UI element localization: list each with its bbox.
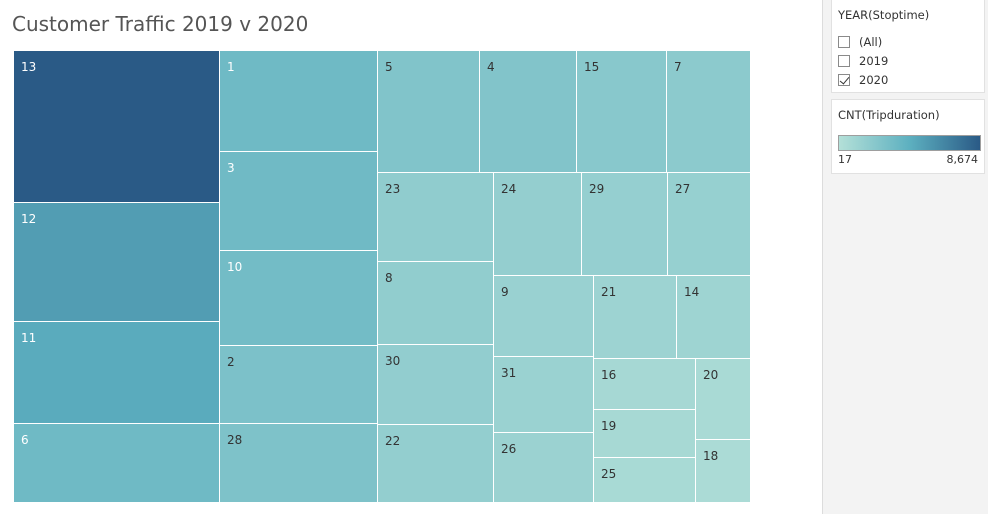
treemap-tile-label: 30	[385, 354, 401, 368]
treemap-tile-label: 22	[385, 434, 401, 448]
checkbox-2020[interactable]	[838, 74, 850, 86]
treemap-tile-label: 27	[675, 182, 691, 196]
treemap-tile-29[interactable]: 29	[582, 173, 668, 276]
treemap-tile-label: 5	[385, 60, 393, 74]
treemap-tile-label: 11	[21, 331, 37, 345]
treemap-tile-13[interactable]: 13	[14, 51, 220, 203]
treemap-tile-label: 29	[589, 182, 605, 196]
treemap-tile-label: 16	[601, 368, 617, 382]
treemap-tile-23[interactable]: 23	[378, 173, 494, 262]
treemap-tile-21[interactable]: 21	[594, 276, 677, 359]
treemap-tile-label: 10	[227, 260, 243, 274]
treemap-tile-7[interactable]: 7	[667, 51, 751, 173]
treemap-tile-label: 25	[601, 467, 617, 481]
treemap-tile-22[interactable]: 22	[378, 425, 494, 503]
treemap-tile-24[interactable]: 24	[494, 173, 582, 276]
treemap-tile-label: 15	[584, 60, 600, 74]
treemap-tile-15[interactable]: 15	[577, 51, 667, 173]
treemap-tile-label: 12	[21, 212, 37, 226]
filter-option-2020[interactable]: 2020	[838, 72, 888, 88]
treemap-tile-27[interactable]: 27	[668, 173, 751, 276]
treemap-tile-6[interactable]: 6	[14, 424, 220, 503]
year-filter-card: YEAR(Stoptime) (All) 2019 2020	[831, 0, 985, 93]
treemap-tile-label: 18	[703, 449, 719, 463]
color-legend-card: CNT(Tripduration) 17 8,674	[831, 99, 985, 174]
treemap-tile-label: 26	[501, 442, 517, 456]
treemap-tile-19[interactable]: 19	[594, 410, 696, 458]
side-panel: YEAR(Stoptime) (All) 2019 2020 CNT(Tripd…	[822, 0, 988, 514]
treemap-tile-10[interactable]: 10	[220, 251, 378, 346]
treemap-tile-label: 3	[227, 161, 235, 175]
treemap-tile-label: 6	[21, 433, 29, 447]
treemap-tile-9[interactable]: 9	[494, 276, 594, 357]
legend-gradient	[838, 135, 981, 151]
filter-option-all[interactable]: (All)	[838, 34, 882, 50]
treemap-tile-31[interactable]: 31	[494, 357, 594, 433]
treemap-tile-12[interactable]: 12	[14, 203, 220, 322]
filter-option-label: 2019	[859, 54, 889, 68]
treemap-tile-label: 1	[227, 60, 235, 74]
filter-option-2019[interactable]: 2019	[838, 53, 888, 69]
treemap-tile-8[interactable]: 8	[378, 262, 494, 345]
treemap-tile-label: 31	[501, 366, 517, 380]
chart-title: Customer Traffic 2019 v 2020	[12, 12, 309, 36]
treemap-tile-label: 13	[21, 60, 37, 74]
filter-option-label: (All)	[859, 35, 883, 49]
treemap-tile-3[interactable]: 3	[220, 152, 378, 251]
treemap-tile-2[interactable]: 2	[220, 346, 378, 424]
treemap-tile-label: 8	[385, 271, 393, 285]
treemap-tile-label: 21	[601, 285, 617, 299]
treemap-tile-30[interactable]: 30	[378, 345, 494, 425]
treemap-tile-label: 24	[501, 182, 517, 196]
treemap-tile-28[interactable]: 28	[220, 424, 378, 503]
treemap-tile-20[interactable]: 20	[696, 359, 751, 440]
treemap-tile-25[interactable]: 25	[594, 458, 696, 503]
treemap-tile-14[interactable]: 14	[677, 276, 751, 359]
treemap-tile-label: 14	[684, 285, 700, 299]
treemap-tile-5[interactable]: 5	[378, 51, 480, 173]
filter-option-label: 2020	[859, 73, 889, 87]
legend-title: CNT(Tripduration)	[838, 108, 940, 122]
treemap-tile-label: 2	[227, 355, 235, 369]
treemap-tile-label: 19	[601, 419, 617, 433]
treemap-chart: 13 12 11 6 28 1 3 10 2 5 4 15 7 23 8 30 22 24 29 27 9 31 26 21 1…	[14, 51, 751, 503]
treemap-tile-26[interactable]: 26	[494, 433, 594, 503]
treemap-tile-label: 9	[501, 285, 509, 299]
checkbox-2019[interactable]	[838, 55, 850, 67]
treemap-tile-label: 23	[385, 182, 401, 196]
treemap-tile-1[interactable]: 1	[220, 51, 378, 152]
treemap-tile-4[interactable]: 4	[480, 51, 577, 173]
treemap-tile-label: 4	[487, 60, 495, 74]
checkbox-all[interactable]	[838, 36, 850, 48]
treemap-tile-label: 20	[703, 368, 719, 382]
treemap-tile-11[interactable]: 11	[14, 322, 220, 424]
filter-title: YEAR(Stoptime)	[838, 8, 930, 22]
legend-min-label: 17	[838, 153, 852, 166]
legend-max-label: 8,674	[946, 153, 979, 166]
treemap-tile-18[interactable]: 18	[696, 440, 751, 503]
treemap-tile-label: 7	[674, 60, 682, 74]
treemap-tile-label: 28	[227, 433, 243, 447]
treemap-tile-16[interactable]: 16	[594, 359, 696, 410]
